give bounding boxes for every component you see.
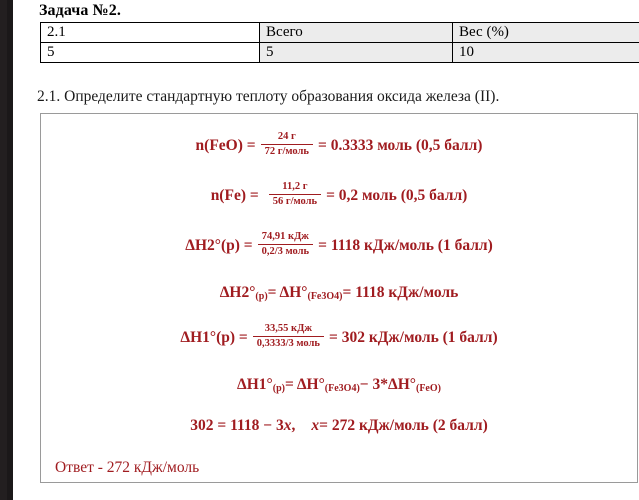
score-table: 2.1 Всего Вес (%) 5 5 10: [40, 22, 639, 63]
equation-6-sub-a: (р): [272, 382, 285, 394]
table-cell-task-number: 2.1: [40, 22, 260, 43]
table-cell-total-points: 5: [259, 42, 453, 63]
equation-4-text-a: ΔH2°: [219, 284, 256, 301]
equation-delta-h2-reaction: ΔH2°(р) = 74,91 кДж 0,2/3 моль = 1118 кД…: [41, 231, 637, 259]
equation-2-fraction: 11,2 г 56 г/моль: [268, 181, 322, 208]
equation-5-denominator: 0,3333/3 моль: [252, 336, 324, 350]
equation-2-numerator: 11,2 г: [282, 181, 308, 192]
equation-7-variable-a: x: [283, 417, 292, 434]
equation-3-lhs: ΔH2°(р) =: [185, 236, 253, 254]
equation-1-rhs: = 0.3333 моль (0,5 балл): [317, 136, 483, 154]
equation-final-solve: 302 = 1118 − 3 x , x = 272 кДж/моль (2 б…: [41, 417, 637, 435]
equation-5-fraction: 33,55 кДж 0,3333/3 моль: [252, 323, 324, 350]
equation-6-text-a: ΔH1°: [237, 376, 273, 393]
document-page: Задача №2. 2.1 Всего Вес (%) 5 5 10 2.1.…: [13, 0, 639, 500]
equation-6-text-c: − 3*ΔH°: [359, 376, 416, 393]
equation-2-rhs: = 0,2 моль (0,5 балл): [326, 186, 468, 204]
equation-1-fraction: 24 г 72 г/моль: [260, 131, 313, 158]
equation-6-text-b: = ΔH°: [284, 376, 325, 393]
solution-box: n(FeO) = 24 г 72 г/моль = 0.3333 моль (0…: [40, 113, 638, 483]
equation-3-rhs: = 1118 кДж/моль (1 балл): [318, 236, 493, 254]
equation-delta-h2-identity: ΔH2° (р) = ΔH° (Fe3O4) = 1118 кДж/моль: [41, 284, 637, 302]
equation-6-sub-c: (FeO): [415, 382, 441, 394]
page-title: Задача №2.: [39, 2, 121, 19]
equation-delta-h1-identity: ΔH1° (р) = ΔH° (Fe3O4) − 3*ΔH° (FeO): [41, 376, 637, 394]
table-cell-weight-value: 10: [452, 42, 639, 63]
left-edge-gutter-inner: [7, 0, 13, 500]
equation-2-lhs: n(Fe) =: [210, 186, 259, 204]
answer-line: Ответ - 272 кДж/моль: [55, 459, 200, 476]
equation-5-numerator: 33,55 кДж: [264, 323, 312, 334]
equation-3-fraction: 74,91 кДж 0,2/3 моль: [257, 231, 314, 258]
equation-1-lhs: n(FeO) =: [195, 136, 256, 154]
equation-feo-moles: n(FeO) = 24 г 72 г/моль = 0.3333 моль (0…: [41, 131, 637, 159]
equation-4-text-b: = ΔH°: [267, 284, 308, 301]
equation-7-part-c: = 272 кДж/моль (2 балл): [319, 417, 488, 434]
equation-3-denominator: 0,2/3 моль: [257, 244, 314, 258]
equation-fe-moles: n(Fe) = 11,2 г 56 г/моль = 0,2 моль (0,5…: [41, 181, 637, 209]
equation-4-text-c: = 1118 кДж/моль: [342, 284, 459, 301]
equation-5-rhs: = 302 кДж/моль (1 балл): [329, 328, 498, 346]
equation-3-numerator: 74,91 кДж: [261, 231, 309, 242]
equation-4-sub-a: (р): [255, 290, 268, 302]
table-cell-task-points: 5: [40, 42, 260, 63]
task-statement: 2.1. Определите стандартную теплоту обра…: [37, 88, 500, 105]
left-edge-gutter: [0, 0, 13, 500]
equation-7-variable-b: x: [311, 417, 320, 434]
equation-6-sub-b: (Fe3O4): [324, 382, 360, 394]
equation-7-part-a: 302 = 1118 − 3: [190, 417, 284, 434]
equation-5-lhs: ΔH1°(р) =: [180, 328, 248, 346]
table-row: 2.1 Всего Вес (%): [40, 22, 639, 43]
table-row: 5 5 10: [40, 42, 639, 63]
equation-1-denominator: 72 г/моль: [260, 144, 313, 158]
table-cell-total-header: Всего: [259, 22, 453, 43]
table-cell-weight-header: Вес (%): [452, 22, 639, 43]
equation-1-numerator: 24 г: [277, 131, 296, 142]
equation-7-part-b: ,: [291, 417, 296, 434]
equation-4-sub-b: (Fe3O4): [307, 290, 343, 302]
equation-2-denominator: 56 г/моль: [268, 194, 322, 208]
equation-delta-h1-reaction: ΔH1°(р) = 33,55 кДж 0,3333/3 моль = 302 …: [41, 323, 637, 351]
